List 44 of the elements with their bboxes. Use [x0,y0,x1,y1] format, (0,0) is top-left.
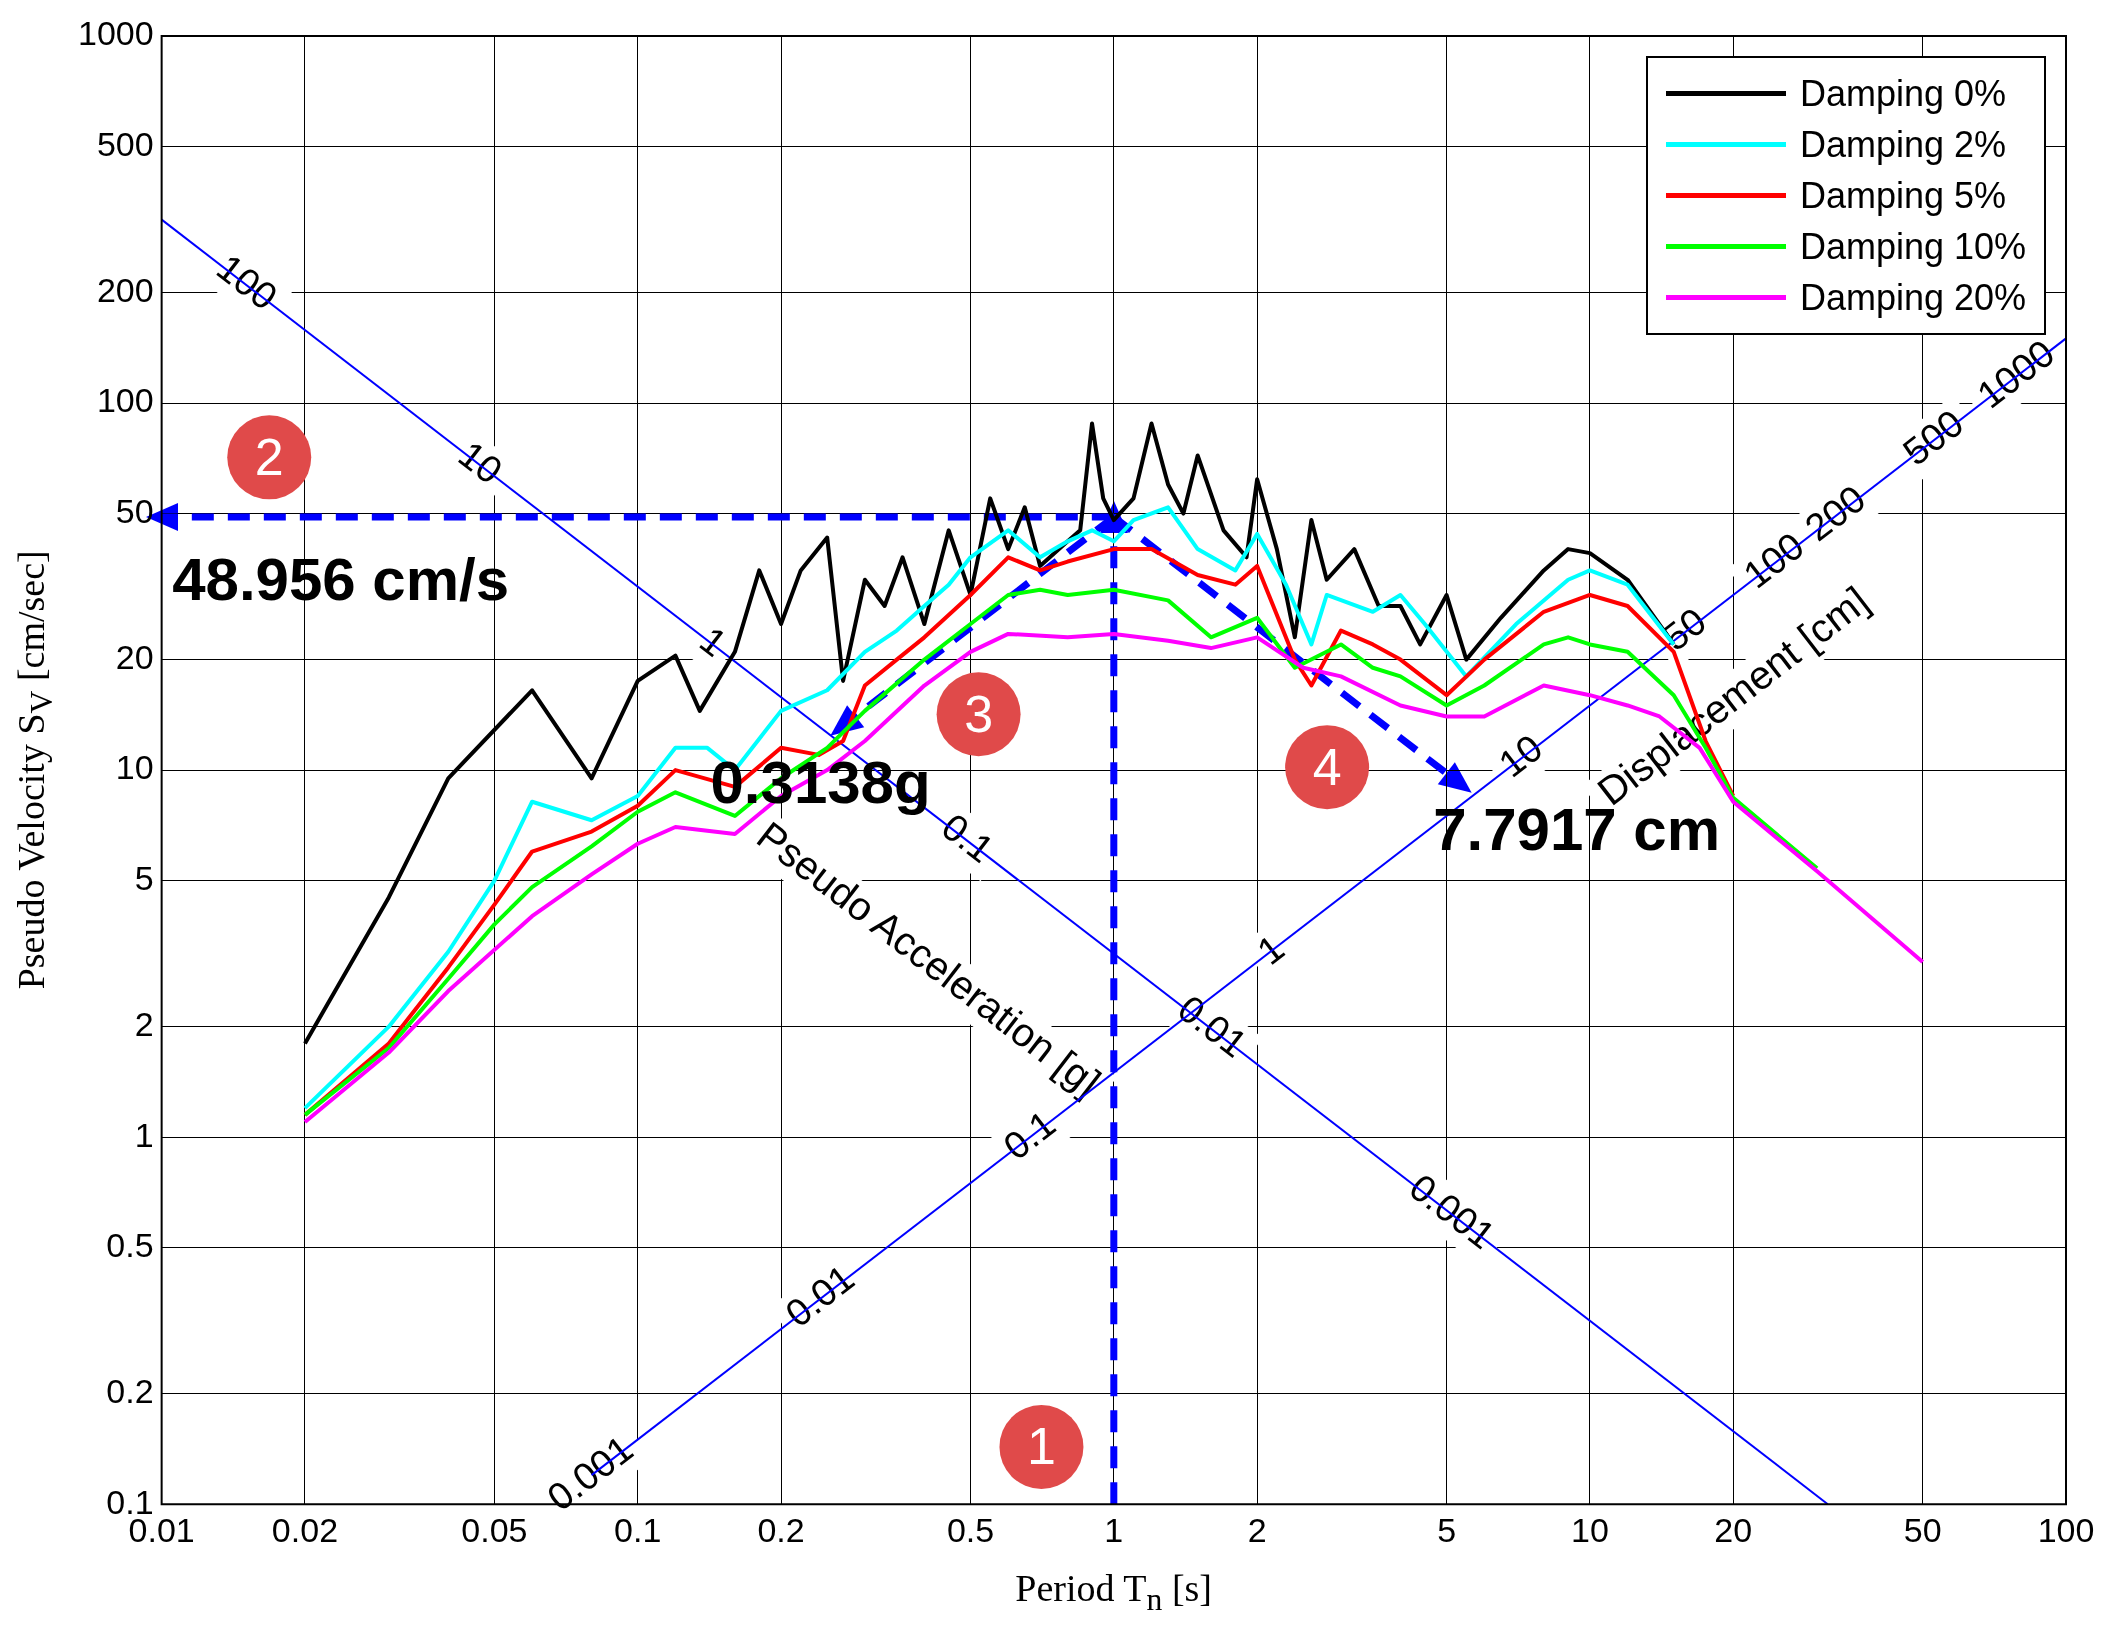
y-tick-label: 200 [96,270,154,309]
annotation: 0.01 [777,1256,862,1336]
y-tick-label: 20 [115,637,154,676]
annotation: 2 [254,427,284,486]
x-tick-label: 0.2 [757,1510,805,1549]
x-tick-label: 0.5 [946,1510,995,1549]
x-axis-title: Period T$_{n}$ [s] [1015,1566,1212,1618]
annotation: 4 [1312,737,1342,796]
y-tick-label: 1 [134,1115,154,1154]
annotation: 0.01 [1170,987,1255,1066]
x-tick-label: 5 [1437,1510,1457,1549]
annotation: 500 [1895,401,1972,474]
legend-label: Damping 2% [1800,123,2007,166]
x-tick-label: 0.1 [614,1510,662,1549]
y-tick-label: 50 [115,491,154,530]
y-tick-label: 10 [115,748,154,787]
y-tick-label: 1000 [78,14,154,53]
legend-label: Damping 20% [1800,276,2027,319]
annotation: 10 [1490,726,1551,786]
x-tick-label: 2 [1247,1510,1267,1549]
annotation: 1 [1026,1417,1056,1476]
y-tick-label: 100 [96,381,154,420]
y-tick-label: 500 [96,124,154,163]
annotation: 1 [692,618,735,665]
x-tick-label: 0.02 [271,1510,339,1549]
x-tick-label: 20 [1714,1510,1753,1549]
annotation: 0.1 [995,1102,1064,1168]
x-tick-label: 0.05 [461,1510,528,1549]
x-tick-label: 10 [1571,1510,1609,1549]
x-tick-label: 50 [1903,1510,1942,1549]
annotation: 10 [450,433,511,493]
y-tick-label: 0.5 [106,1226,154,1265]
legend-label: Damping 10% [1800,225,2027,268]
legend-label: Damping 5% [1800,174,2007,217]
x-tick-label: 100 [2037,1510,2095,1549]
annotation: 1 [1249,926,1292,973]
y-tick-label: 2 [134,1005,154,1044]
y-tick-label: 0.2 [106,1372,154,1411]
legend-label: Damping 0% [1800,72,2007,115]
annotation: 100 [209,246,285,319]
y-tick-label: 5 [134,858,154,897]
annotation: 3 [964,684,994,743]
annotation: 0.1 [934,805,1002,871]
x-tick-label: 1 [1104,1510,1124,1549]
